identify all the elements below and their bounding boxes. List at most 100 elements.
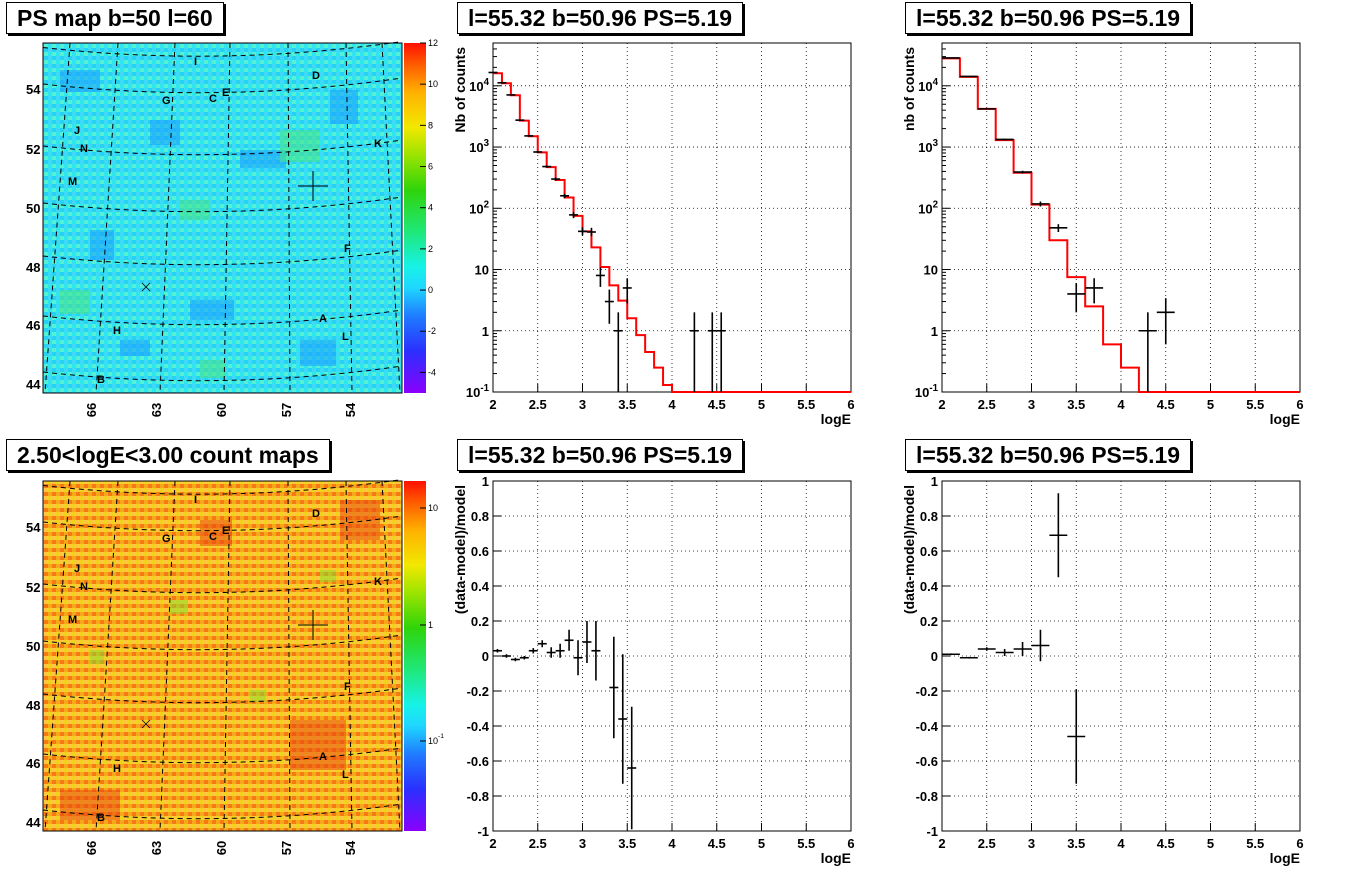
map-x-tick: 63	[149, 403, 164, 417]
plot-area	[493, 481, 851, 831]
axis-labels: 2 2.5 3 3.5 4 4.5 5 5.5 6 1 0.8 0.6 0.4 0.2 0 -0.2 -0.4 -…	[901, 474, 1304, 866]
map-latitude-line	[42, 41, 403, 57]
x-tick-label: 2	[489, 397, 496, 412]
map-source-label: A	[319, 751, 327, 763]
map-longitude-line	[287, 42, 291, 394]
map-source-label: N	[80, 143, 88, 155]
map-top-coord-grid	[42, 41, 403, 394]
colorbar-tick-label: 12	[428, 38, 438, 48]
map-top-green-patches	[60, 130, 320, 378]
map-y-tick: 44	[26, 815, 41, 830]
map-bottom-green-patches	[90, 570, 336, 702]
map-y-tick: 50	[26, 639, 40, 654]
map-source-label: A	[319, 313, 327, 325]
data-point	[716, 312, 726, 392]
data-point	[528, 648, 538, 654]
x-tick-label: 5.5	[1246, 836, 1264, 851]
plot-area	[493, 43, 851, 392]
data-point	[1067, 689, 1086, 784]
x-tick-label: 6	[847, 836, 854, 851]
y-tick-label: 10-1	[466, 383, 490, 400]
y-tick-label: -1	[477, 824, 489, 839]
colorbar-tick-label: 10	[428, 503, 438, 513]
map-source-label: I	[194, 56, 197, 68]
x-tick-label: 2	[489, 836, 496, 851]
map-x-tick: 57	[279, 403, 294, 417]
data-point	[977, 647, 996, 651]
data-point	[977, 108, 996, 110]
data-point	[622, 278, 632, 304]
data-point	[613, 312, 623, 392]
y-tick-label: 10	[924, 263, 938, 278]
colorbar-tick-label: 2	[428, 244, 433, 254]
y-tick-label: 10-1	[915, 383, 939, 400]
map-top-blue-patches	[60, 70, 358, 366]
map-source-label: H	[113, 763, 121, 775]
map-source-label: J	[74, 563, 80, 575]
x-tick-label: 5	[1207, 397, 1214, 412]
map-source-label: K	[374, 138, 382, 150]
x-tick-label: 3.5	[1067, 397, 1085, 412]
x-tick-label: 2.5	[978, 836, 996, 851]
x-tick-label: 2	[938, 836, 945, 851]
plot-area	[942, 43, 1300, 392]
colorbar-tick-label: 4	[428, 203, 433, 213]
map-longitude-line	[44, 480, 71, 832]
map-bottom-source-labels: I D G C E JN K M F A H L B	[68, 494, 382, 824]
x-tick-label: 3.5	[618, 836, 636, 851]
spectrum-right-title: l=55.32 b=50.96 PS=5.19	[905, 2, 1192, 34]
y-tick-label: 0.6	[920, 544, 938, 559]
data-point	[573, 640, 583, 676]
y-tick-label: -0.8	[467, 789, 489, 804]
map-source-label: G	[162, 533, 171, 545]
map-y-tick: 48	[26, 698, 40, 713]
y-tick-label: 102	[918, 199, 938, 216]
data-point	[542, 165, 552, 168]
x-tick-label: 3.5	[1067, 836, 1085, 851]
map-y-tick: 52	[26, 580, 40, 595]
x-axis-title: logE	[1270, 411, 1300, 427]
map-x-tick: 66	[84, 841, 99, 855]
data-point	[595, 267, 605, 287]
residual-middle-title: l=55.32 b=50.96 PS=5.19	[457, 439, 744, 471]
y-tick-label: 0.8	[920, 509, 938, 524]
data-point	[689, 312, 699, 392]
x-tick-label: 4.5	[1157, 397, 1175, 412]
data-point	[942, 57, 960, 59]
map-latitude-line	[42, 577, 403, 594]
x-tick-label: 4.5	[708, 397, 726, 412]
spectrum-middle-title: l=55.32 b=50.96 PS=5.19	[457, 2, 744, 34]
map-longitude-line	[345, 480, 353, 832]
map-source-label: D	[312, 70, 320, 82]
data-point	[1013, 642, 1032, 656]
map-y-tick: 46	[26, 318, 40, 333]
map-source-label: L	[342, 769, 349, 781]
map-y-tick: 44	[26, 377, 41, 392]
map-source-label: B	[97, 812, 105, 824]
map-latitude-line	[42, 139, 403, 156]
y-tick-label: 0.6	[471, 544, 489, 559]
y-tick-label: 0	[931, 649, 938, 664]
data-point	[546, 647, 556, 658]
count-map-bottom: I D G C E JN K M F A H L B 10 1 10-1 54 52 50 48 46 44 66 63 6…	[26, 479, 444, 855]
colorbar-tick-label: 6	[428, 162, 433, 172]
x-axis-title: logE	[1270, 850, 1300, 866]
y-tick-label: 1	[931, 324, 938, 339]
map-x-tick: 66	[84, 403, 99, 417]
x-tick-label: 4.5	[708, 836, 726, 851]
colorbar-tick-label: 8	[428, 120, 433, 130]
map-longitude-line	[223, 480, 231, 832]
data-point	[1138, 312, 1157, 392]
residual-plot-right: 2 2.5 3 3.5 4 4.5 5 5.5 6 1 0.8 0.6 0.4 0.2 0 -0.2 -0.4 -…	[901, 474, 1304, 866]
map-bottom-frame	[42, 480, 403, 832]
x-tick-label: 5	[758, 397, 765, 412]
map-bottom-colorbar-ticks: 10 1 10-1	[420, 503, 444, 746]
data-point	[586, 227, 596, 237]
y-tick-label: 104	[469, 77, 489, 94]
y-tick-label: 0.2	[471, 614, 489, 629]
map-latitude-line	[42, 249, 403, 266]
ps-map-top: I D G C E JN K M F A H L B 12 10 8 6 4 2 0 -2 -4 54 52 50 48 46 4…	[26, 38, 438, 417]
y-tick-label: 0.4	[471, 579, 490, 594]
residual-plot-middle: 2 2.5 3 3.5 4 4.5 5 5.5 6 1 0.8 0.6 0.4 0.2 0 -0.2 -0.4 -…	[452, 474, 855, 866]
spectrum-plot-middle: 2 2.5 3 3.5 4 4.5 5 5.5 610410310210110-1logENb …	[452, 42, 855, 427]
